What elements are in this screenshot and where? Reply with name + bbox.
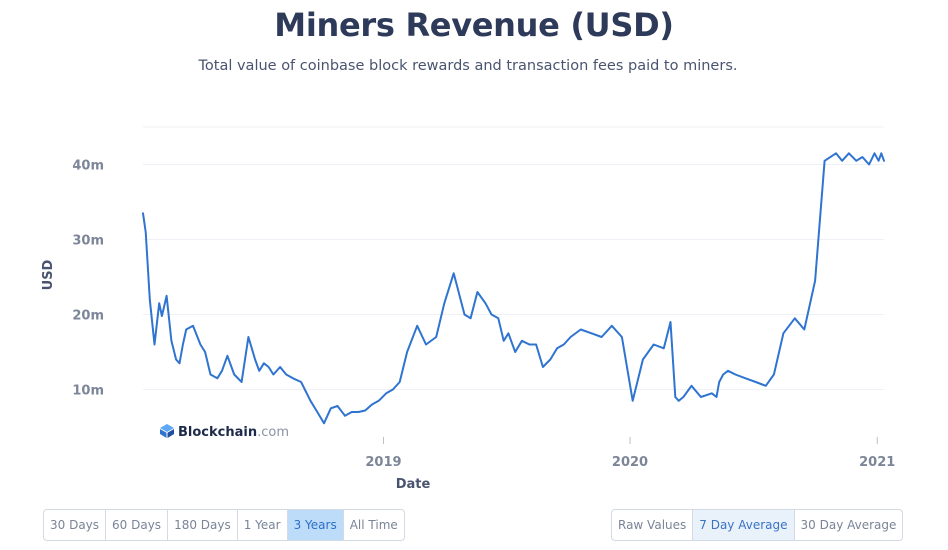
x-tick-label: 2020 [612,455,648,470]
range-all-time-button[interactable]: All Time [349,518,398,532]
svg-text:Blockchain.com: Blockchain.com [178,425,289,440]
range-60-days-button[interactable]: 60 Days [106,510,169,540]
x-tick-label: 2019 [365,455,401,470]
averaging-selector: Raw Values 7 Day Average 30 Day Average [611,509,904,541]
x-axis-label: Date [396,477,431,492]
blockchain-watermark: Blockchain.com [160,424,289,440]
chart-title: Miners Revenue (USD) [274,6,674,44]
avg-7-day-average-button[interactable]: 7 Day Average [693,510,795,540]
chart-subtitle: Total value of coinbase block rewards an… [198,58,738,74]
y-tick-label: 30m [72,234,104,249]
range-30-days-button[interactable]: 30 Days [44,510,107,540]
x-axis: 2019 2020 2021 [365,437,895,470]
watermark-domain: .com [257,425,289,440]
line-chart: 10m 20m 30m 40m 2019 2020 2021 USD Date Block… [41,126,895,492]
y-axis: 10m 20m 30m 40m [72,159,104,399]
series-line [142,152,885,425]
y-tick-label: 10m [72,384,104,399]
blockchain-logo-icon [160,424,174,438]
avg-30-day-average-button[interactable]: 30 Day Average [800,518,897,532]
y-tick-label: 20m [72,309,104,324]
y-axis-label: USD [41,259,56,290]
range-1-year-button[interactable]: 1 Year [238,510,288,540]
watermark-brand: Blockchain [178,425,257,440]
range-3-years-button[interactable]: 3 Years [287,510,344,540]
avg-raw-values-button[interactable]: Raw Values [612,510,694,540]
time-range-selector: 30 Days 60 Days 180 Days 1 Year 3 Years All T… [43,509,405,541]
x-tick-label: 2021 [859,455,895,470]
grid-lines [143,126,884,390]
y-tick-label: 40m [72,159,104,174]
range-180-days-button[interactable]: 180 Days [168,510,238,540]
